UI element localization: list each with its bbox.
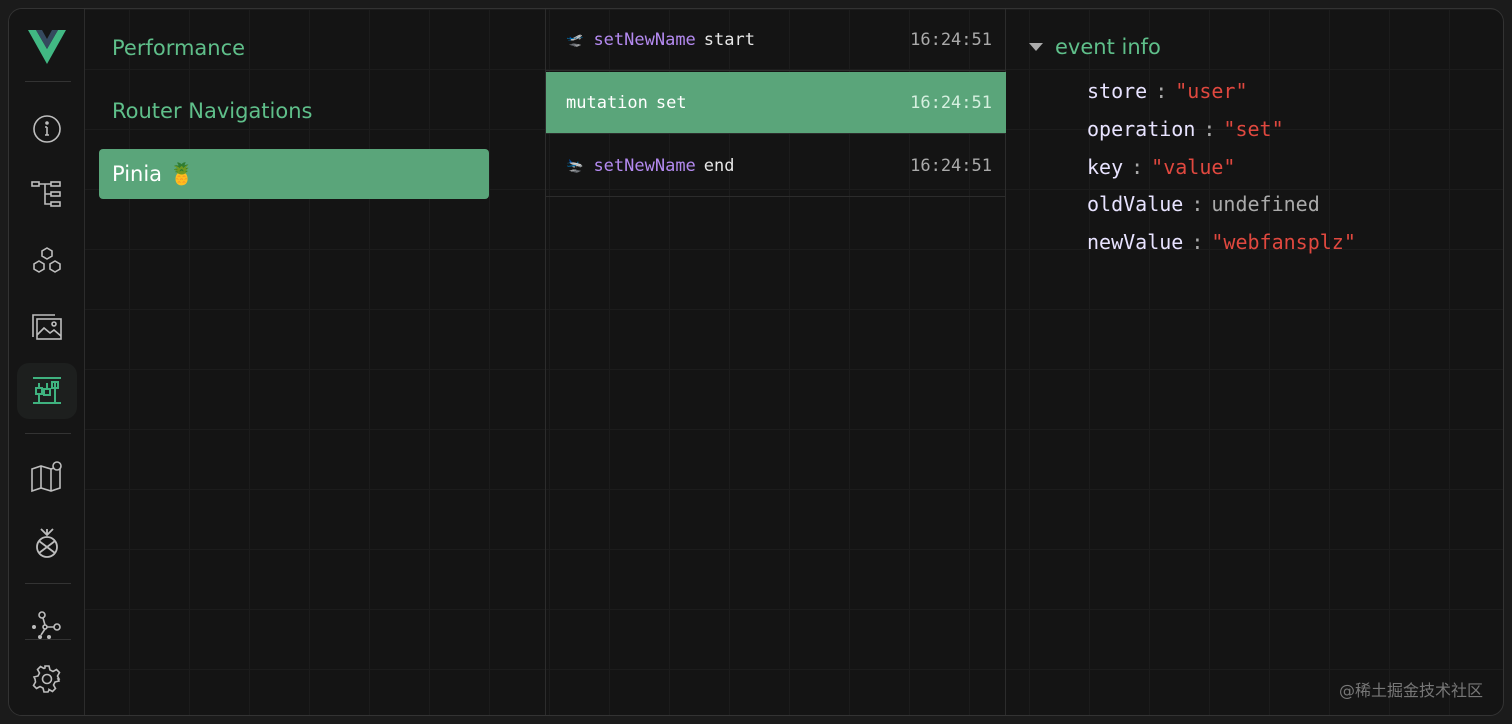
event-row-selected[interactable]: mutation set 16:24:51 xyxy=(546,72,1006,134)
event-name: setNewName xyxy=(593,29,696,50)
event-label: start xyxy=(703,29,755,50)
devtools-window: Performance Router Navigations Pinia 🍍 🛫… xyxy=(8,8,1504,716)
caret-down-icon xyxy=(1029,43,1043,51)
field-operation: operation: "set" xyxy=(1087,117,1284,141)
graph-icon[interactable] xyxy=(17,597,77,653)
components-icon[interactable] xyxy=(17,233,77,289)
event-label: set xyxy=(655,92,687,113)
section-title: event info xyxy=(1055,35,1161,59)
vue-logo-icon xyxy=(17,19,77,75)
field-store: store: "user" xyxy=(1087,79,1248,103)
event-details: event info store: "user" operation: "set" … xyxy=(1007,9,1503,715)
event-label: end xyxy=(703,155,735,176)
layer-pinia[interactable]: Pinia 🍍 xyxy=(99,149,489,199)
event-time: 16:24:51 xyxy=(910,155,992,176)
event-time: 16:24:51 xyxy=(910,29,992,50)
layer-performance[interactable]: Performance xyxy=(112,36,246,60)
component-tree-icon[interactable] xyxy=(17,166,77,222)
airplane-arrival-icon: 🛬 xyxy=(566,157,584,174)
event-time: 16:24:51 xyxy=(910,92,992,113)
layer-router-navigations[interactable]: Router Navigations xyxy=(112,99,313,123)
info-icon[interactable] xyxy=(17,101,77,157)
pinia-icon[interactable] xyxy=(17,515,77,571)
layers-panel: Performance Router Navigations Pinia 🍍 xyxy=(86,9,546,715)
settings-icon[interactable] xyxy=(17,651,77,707)
event-name: mutation xyxy=(566,92,648,113)
field-newvalue: newValue: "webfansplz" xyxy=(1087,230,1356,254)
field-oldvalue: oldValue: undefined xyxy=(1087,192,1320,216)
router-map-icon[interactable] xyxy=(17,449,77,505)
event-row[interactable]: 🛬 setNewName end 16:24:51 xyxy=(546,135,1006,197)
sidebar xyxy=(9,9,85,715)
watermark: @稀土掘金技术社区 xyxy=(1338,681,1483,700)
airplane-departure-icon: 🛫 xyxy=(566,31,584,48)
field-key: key: "value" xyxy=(1087,155,1236,179)
event-name: setNewName xyxy=(593,155,696,176)
event-info-toggle[interactable]: event info xyxy=(1029,35,1161,59)
timeline-icon[interactable] xyxy=(17,363,77,419)
events-list: 🛫 setNewName start 16:24:51 mutation set 16:2… xyxy=(546,9,1006,715)
event-row[interactable]: 🛫 setNewName start 16:24:51 xyxy=(546,9,1006,71)
assets-icon[interactable] xyxy=(17,299,77,355)
